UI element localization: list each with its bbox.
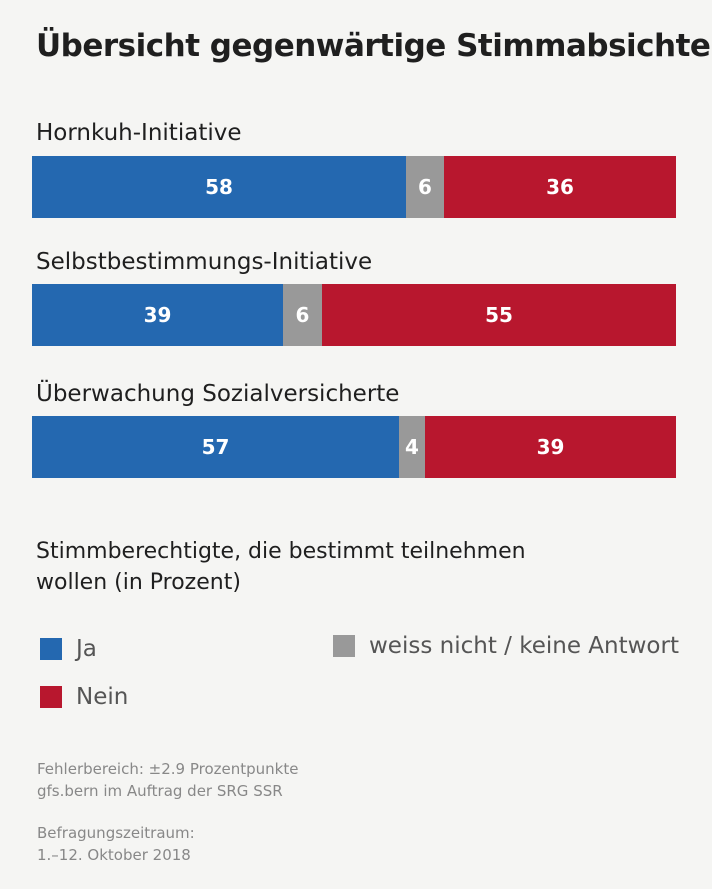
legend-swatch-ja: [40, 638, 62, 660]
stacked-bar: 57 4 39: [32, 416, 676, 478]
bar-segment: 6: [406, 156, 444, 218]
legend-label-nein: Nein: [76, 684, 129, 710]
data-label: 6: [295, 303, 310, 327]
category-label: Selbstbestimmungs-Initiative: [36, 249, 373, 275]
data-label: 39: [143, 303, 172, 327]
stacked-bar: 58 6 36: [32, 156, 676, 218]
data-label: 39: [536, 435, 565, 459]
legend-swatch-nein: [40, 686, 62, 708]
source-note: gfs.bern im Auftrag der SRG SSR: [37, 782, 283, 800]
bar-segment: 39: [425, 416, 676, 478]
legend-item-unknown: weiss nicht / keine Antwort: [333, 633, 679, 659]
data-label: 58: [205, 175, 233, 199]
data-label: 6: [418, 175, 432, 199]
data-label: 55: [485, 303, 513, 327]
error-margin-note: Fehlerbereich: ±2.9 Prozentpunkte: [37, 760, 299, 778]
stacked-bar: 39 6 55: [32, 284, 676, 346]
bar-segment: 6: [283, 284, 322, 346]
bar-segment: 36: [444, 156, 676, 218]
category-label: Hornkuh-Initiative: [36, 120, 242, 146]
period-label: Befragungszeitraum:: [37, 824, 195, 842]
period-value: 1.–12. Oktober 2018: [37, 846, 191, 864]
legend-item-nein: Nein: [40, 684, 128, 710]
bar-segment: 39: [32, 284, 283, 346]
bar-segment: 4: [399, 416, 425, 478]
bar-segment: 57: [32, 416, 399, 478]
data-label: 4: [405, 435, 419, 459]
bar-segment: 55: [322, 284, 676, 346]
chart-subtitle: Stimmberechtigte, die bestimmt teilnehme…: [36, 539, 526, 595]
data-label: 57: [201, 435, 230, 459]
chart-title: Übersicht gegenwärtige Stimmabsichten: [36, 28, 712, 64]
legend-item-ja: Ja: [40, 636, 97, 662]
legend-label-unknown: weiss nicht / keine Antwort: [369, 633, 679, 659]
data-label: 36: [546, 175, 574, 199]
bar-segment: 58: [32, 156, 406, 218]
legend-swatch-unknown: [333, 635, 355, 657]
category-label: Überwachung Sozialversicherte: [36, 381, 400, 407]
legend-label-ja: Ja: [76, 636, 97, 662]
